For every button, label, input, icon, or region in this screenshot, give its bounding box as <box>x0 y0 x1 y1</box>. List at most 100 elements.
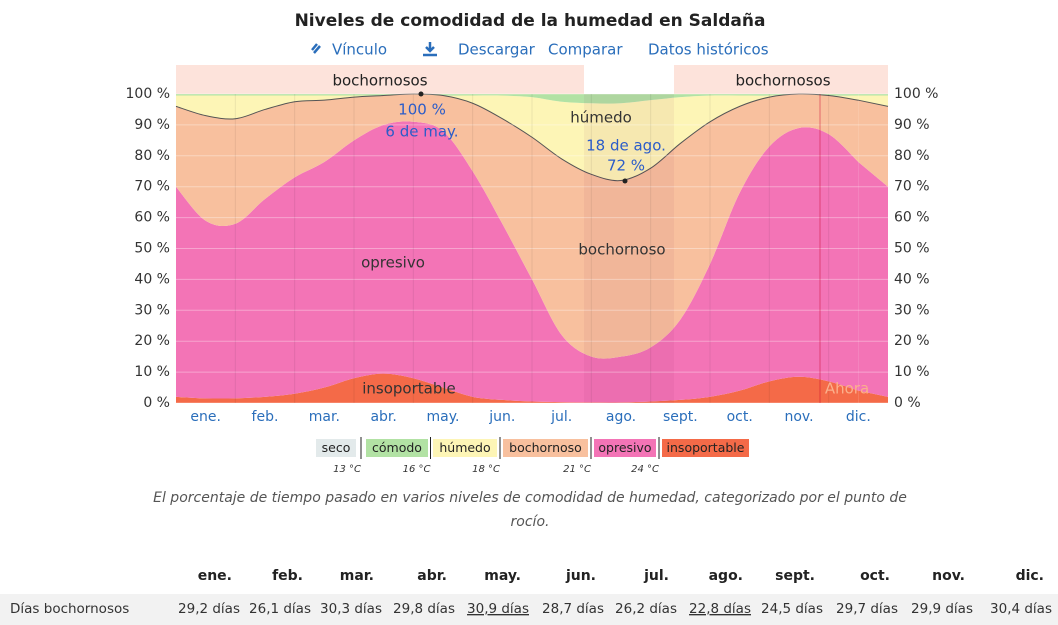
area <box>176 121 859 403</box>
season-label: bochornosos <box>735 72 830 90</box>
table-cell: 29,9 días <box>911 601 973 617</box>
table-header: nov. <box>932 568 965 584</box>
legend-label: cómodo <box>372 440 422 455</box>
area-wrap <box>858 161 888 397</box>
table-header: sept. <box>775 568 815 584</box>
x-tick-label: jun. <box>488 409 515 425</box>
annotation: 6 de may. <box>385 123 458 141</box>
x-tick-label: abr. <box>370 409 396 425</box>
y-tick-label: 80 % <box>134 148 170 164</box>
legend-label: seco <box>322 440 351 455</box>
legend-threshold: 21 °C <box>563 464 591 475</box>
legend-label: húmedo <box>439 440 490 455</box>
y2-tick-label: 20 % <box>894 333 930 349</box>
caption: El porcentaje de tiempo pasado en varios… <box>153 490 907 530</box>
area-label: húmedo <box>570 109 632 127</box>
table-cell: 30,3 días <box>320 601 382 617</box>
table-cell: 30,9 días <box>467 601 529 617</box>
row-label: Días bochornosos <box>10 601 129 617</box>
y2-tick-label: 70 % <box>894 179 930 195</box>
y2-tick-label: 100 % <box>894 86 938 102</box>
table-cell: 22,8 días <box>689 601 751 617</box>
legend-swatch <box>433 439 497 457</box>
link[interactable]: Datos históricos <box>648 41 769 59</box>
table-header: jun. <box>565 568 596 584</box>
area <box>176 93 859 359</box>
season-label: bochornosos <box>332 72 427 90</box>
season-band <box>674 65 888 94</box>
y-tick-label: 40 % <box>134 271 170 287</box>
table-cell: 26,1 días <box>249 601 311 617</box>
legend-threshold: 13 °C <box>333 464 361 475</box>
now-label: Ahora <box>825 380 869 398</box>
x-tick-label: ago. <box>606 409 636 425</box>
area-label: bochornoso <box>578 241 665 259</box>
table-header: oct. <box>860 568 890 584</box>
legend-swatch <box>594 439 656 457</box>
season-band <box>176 65 584 94</box>
x-tick-label: mar. <box>309 409 340 425</box>
y2-tick-label: 50 % <box>894 241 930 257</box>
table-cell: 24,5 días <box>761 601 823 617</box>
table-header: dic. <box>1016 568 1044 584</box>
y-tick-label: 100 % <box>126 86 170 102</box>
table-header: mar. <box>340 568 374 584</box>
y-tick-label: 0 % <box>143 395 170 411</box>
y2-tick-label: 10 % <box>894 364 930 380</box>
y2-tick-label: 60 % <box>894 210 930 226</box>
table-cell: 26,2 días <box>615 601 677 617</box>
legend-label: insoportable <box>667 440 745 455</box>
table-header: ene. <box>198 568 232 584</box>
y-tick-label: 60 % <box>134 210 170 226</box>
area-wrap <box>858 94 888 96</box>
table-cell: 28,7 días <box>542 601 604 617</box>
link[interactable]: Descargar <box>458 41 536 59</box>
table-cell: 29,7 días <box>836 601 898 617</box>
y2-tick-label: 80 % <box>894 148 930 164</box>
y2-tick-label: 30 % <box>894 302 930 318</box>
muggy-line <box>175 93 889 182</box>
y2-tick-label: 90 % <box>894 117 930 133</box>
y-tick-label: 10 % <box>134 364 170 380</box>
legend-threshold: 16 °C <box>403 464 431 475</box>
y-tick-label: 20 % <box>134 333 170 349</box>
link[interactable]: Comparar <box>548 41 623 59</box>
area <box>176 93 859 181</box>
area <box>176 373 859 403</box>
table-row-bg <box>0 594 1058 625</box>
table-cell: 30,4 días <box>990 601 1052 617</box>
table-header: ago. <box>709 568 743 584</box>
area-wrap <box>858 390 888 403</box>
legend-label: opresivo <box>598 440 651 455</box>
legend-label: bochornoso <box>509 440 582 455</box>
shade <box>584 94 674 403</box>
x-tick-label: jul. <box>550 409 572 425</box>
annotation: 72 % <box>607 157 645 175</box>
area-wrap <box>858 100 888 187</box>
legend-swatch <box>316 439 356 457</box>
table-header: feb. <box>272 568 303 584</box>
min-dot <box>622 178 628 184</box>
y-tick-label: 50 % <box>134 241 170 257</box>
y2-tick-label: 0 % <box>894 395 921 411</box>
max-dot <box>418 91 424 97</box>
table-header: abr. <box>417 568 447 584</box>
download-icon <box>423 42 437 57</box>
table-cell: 29,8 días <box>393 601 455 617</box>
legend-swatch <box>662 439 749 457</box>
y2-tick-label: 40 % <box>894 271 930 287</box>
area-wrap <box>858 95 888 107</box>
chart-title: Niveles de comodidad de la humedad en Sa… <box>295 11 766 31</box>
x-tick-label: oct. <box>727 409 753 425</box>
x-tick-label: sept. <box>663 409 698 425</box>
y-tick-label: 30 % <box>134 302 170 318</box>
table-header: may. <box>484 568 521 584</box>
annotation: 18 de ago. <box>586 137 666 155</box>
x-tick-label: may. <box>427 409 460 425</box>
x-tick-label: dic. <box>846 409 871 425</box>
x-tick-label: ene. <box>190 409 221 425</box>
link[interactable]: Vínculo <box>332 41 387 59</box>
legend-threshold: 18 °C <box>472 464 500 475</box>
